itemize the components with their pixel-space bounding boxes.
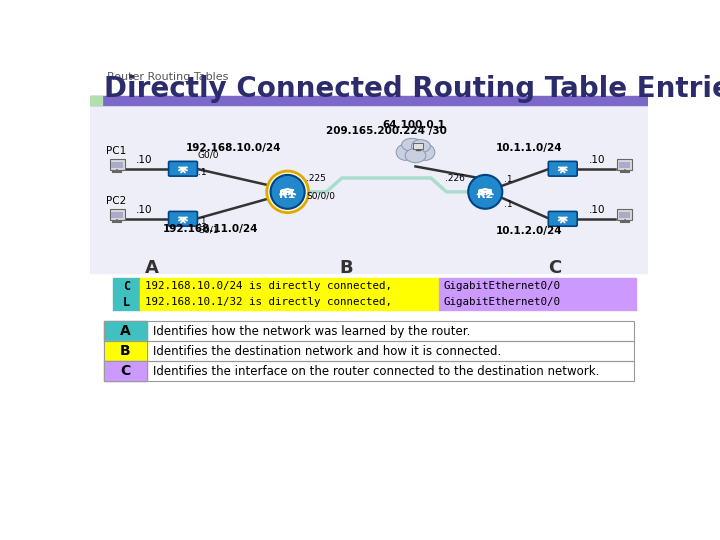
- Text: B: B: [120, 344, 130, 358]
- Text: G0/0: G0/0: [198, 151, 219, 159]
- FancyBboxPatch shape: [549, 161, 577, 176]
- Ellipse shape: [416, 144, 435, 160]
- Bar: [90, 96, 102, 105]
- Text: 192.168.10.0/24 is directly connected,: 192.168.10.0/24 is directly connected,: [145, 281, 392, 291]
- Text: .10: .10: [590, 155, 606, 165]
- Text: 192.168.10.1/32 is directly connected,: 192.168.10.1/32 is directly connected,: [145, 298, 392, 307]
- Circle shape: [468, 175, 503, 209]
- Text: C: C: [549, 259, 562, 276]
- Bar: [104, 361, 147, 381]
- Ellipse shape: [411, 140, 431, 152]
- Text: A: A: [145, 259, 159, 276]
- Bar: [104, 341, 634, 361]
- Text: R2: R2: [477, 190, 493, 200]
- Bar: [140, 278, 438, 294]
- Bar: [90, 106, 648, 273]
- Text: B: B: [339, 259, 353, 276]
- Text: 192.168.11.0/24: 192.168.11.0/24: [163, 224, 258, 234]
- Text: G0/1: G0/1: [198, 226, 219, 235]
- Bar: [104, 361, 634, 381]
- Bar: [140, 294, 438, 310]
- Text: 192.168.10.0/24: 192.168.10.0/24: [186, 143, 281, 153]
- Bar: [438, 294, 636, 310]
- Text: .1: .1: [504, 175, 513, 184]
- FancyBboxPatch shape: [413, 143, 423, 149]
- Text: Router Routing Tables: Router Routing Tables: [107, 72, 228, 82]
- Text: .225: .225: [306, 174, 326, 183]
- FancyBboxPatch shape: [168, 212, 197, 226]
- FancyBboxPatch shape: [109, 159, 125, 170]
- Ellipse shape: [405, 148, 426, 163]
- Ellipse shape: [396, 144, 415, 160]
- FancyBboxPatch shape: [617, 210, 632, 220]
- FancyBboxPatch shape: [168, 161, 197, 176]
- Text: .10: .10: [135, 155, 152, 165]
- Ellipse shape: [403, 140, 428, 159]
- Text: S0/0/0: S0/0/0: [306, 192, 336, 201]
- Bar: [112, 212, 123, 218]
- Circle shape: [271, 175, 305, 209]
- FancyBboxPatch shape: [109, 210, 125, 220]
- Text: 64.100.0.1: 64.100.0.1: [382, 120, 446, 130]
- Bar: [104, 361, 147, 381]
- Text: PC2: PC2: [107, 195, 127, 206]
- Bar: [90, 96, 648, 105]
- Bar: [438, 278, 636, 294]
- Bar: [619, 212, 631, 218]
- Text: .1: .1: [198, 217, 207, 226]
- Bar: [113, 294, 140, 310]
- Text: .226: .226: [445, 174, 465, 183]
- Text: GigabitEthernet0/0: GigabitEthernet0/0: [444, 298, 560, 307]
- Bar: [104, 341, 147, 361]
- Bar: [104, 321, 634, 341]
- Bar: [104, 321, 147, 341]
- Text: 209.165.200.224 /30: 209.165.200.224 /30: [326, 126, 447, 137]
- Text: .10: .10: [590, 205, 606, 215]
- Text: C: C: [123, 280, 130, 293]
- Text: Identifies the interface on the router connected to the destination network.: Identifies the interface on the router c…: [153, 364, 599, 378]
- Text: R1: R1: [279, 190, 296, 200]
- Text: 10.1.1.0/24: 10.1.1.0/24: [495, 143, 562, 153]
- Text: .1: .1: [198, 168, 207, 177]
- Text: C: C: [120, 364, 130, 378]
- Text: 10.1.2.0/24: 10.1.2.0/24: [495, 226, 562, 236]
- Text: .1: .1: [504, 200, 513, 208]
- Bar: [104, 341, 147, 361]
- FancyBboxPatch shape: [617, 159, 632, 170]
- Ellipse shape: [402, 138, 422, 151]
- Circle shape: [266, 171, 309, 213]
- Bar: [104, 321, 147, 341]
- Text: GigabitEthernet0/0: GigabitEthernet0/0: [444, 281, 560, 291]
- Text: Identifies how the network was learned by the router.: Identifies how the network was learned b…: [153, 325, 470, 338]
- Bar: [112, 162, 123, 167]
- FancyBboxPatch shape: [549, 212, 577, 226]
- Text: PC1: PC1: [107, 146, 127, 156]
- Bar: [619, 162, 631, 167]
- Text: .10: .10: [135, 205, 152, 215]
- Text: A: A: [120, 324, 130, 338]
- Text: L: L: [123, 296, 130, 309]
- Text: Identifies the destination network and how it is connected.: Identifies the destination network and h…: [153, 345, 501, 357]
- Bar: [113, 278, 140, 294]
- Text: Directly Connected Routing Table Entries: Directly Connected Routing Table Entries: [104, 76, 720, 104]
